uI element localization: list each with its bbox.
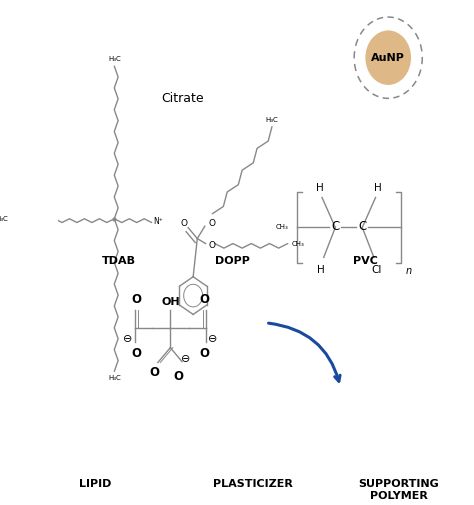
Text: H: H [317, 265, 325, 275]
Text: PVC: PVC [353, 256, 378, 266]
Text: n: n [406, 266, 412, 276]
Circle shape [365, 30, 411, 85]
Text: H₃C: H₃C [265, 117, 278, 123]
Text: ⊖: ⊖ [123, 334, 132, 344]
Text: H₃C: H₃C [108, 375, 121, 381]
Text: H: H [374, 183, 382, 193]
Text: AuNP: AuNP [371, 53, 405, 63]
Text: O: O [209, 240, 216, 249]
Text: C: C [358, 220, 366, 233]
Text: C: C [331, 220, 339, 233]
Text: O: O [173, 371, 183, 383]
Text: CH₃: CH₃ [276, 224, 289, 230]
Text: Cl: Cl [371, 265, 382, 275]
Text: O: O [208, 219, 215, 228]
Text: O: O [200, 346, 210, 360]
Text: PLASTICIZER: PLASTICIZER [213, 479, 293, 489]
Text: Citrate: Citrate [162, 92, 204, 106]
Text: SUPPORTING
POLYMER: SUPPORTING POLYMER [358, 479, 439, 500]
Text: O: O [131, 346, 141, 360]
Text: O: O [181, 219, 188, 228]
Text: TDAB: TDAB [101, 256, 136, 266]
Text: H₃C: H₃C [108, 56, 121, 62]
Text: DOPP: DOPP [215, 256, 250, 266]
Text: O: O [150, 367, 160, 379]
Text: H: H [316, 183, 323, 193]
Text: ⊖: ⊖ [209, 334, 218, 344]
Text: O: O [131, 292, 141, 306]
Text: CH₃: CH₃ [292, 240, 305, 246]
Text: H₃C: H₃C [0, 216, 8, 222]
Text: O: O [200, 292, 210, 306]
Text: N⁺: N⁺ [154, 217, 164, 226]
Text: LIPID: LIPID [80, 479, 112, 489]
Text: OH: OH [161, 297, 180, 307]
Text: ⊖: ⊖ [182, 354, 191, 364]
